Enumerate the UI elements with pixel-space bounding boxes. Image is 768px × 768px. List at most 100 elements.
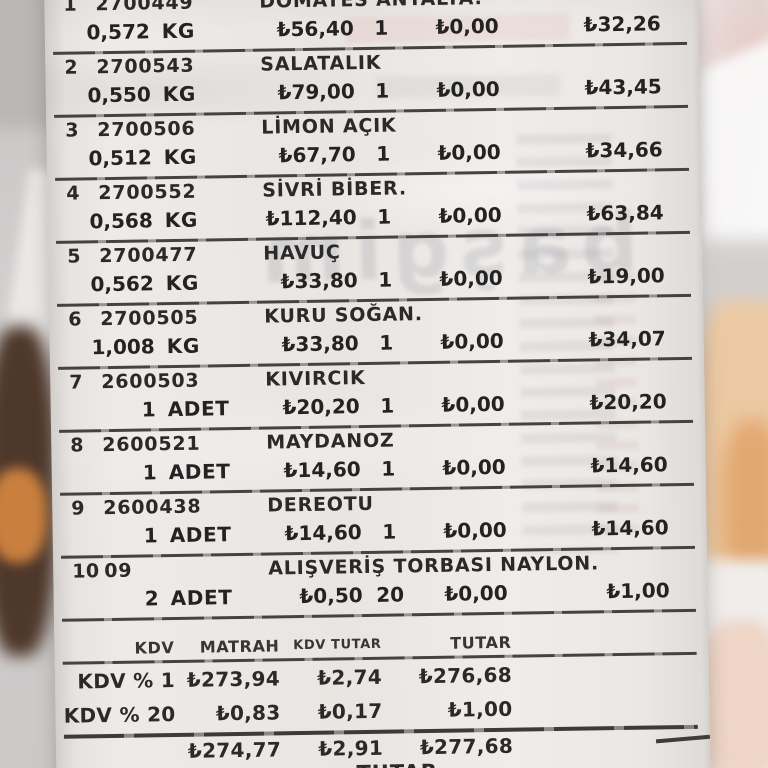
receipt-item-row: 5 2700477 HAVUÇ 0,562 KG ₺33,80 1 ₺0,00 … — [48, 234, 703, 307]
item-unit-price: ₺56,40 — [276, 16, 354, 42]
item-code: 2700552 — [98, 180, 197, 205]
item-unit: KG — [161, 18, 196, 44]
item-discount: ₺0,00 — [444, 580, 508, 606]
orange-item-through-bag-left — [0, 468, 48, 563]
item-total: ₺20,20 — [589, 389, 667, 415]
item-total: ₺43,45 — [584, 74, 662, 100]
receipt-item-row: 6 2700505 KURU SOĞAN. 1,008 KG ₺33,80 1 … — [49, 297, 704, 370]
item-unit: ADET — [168, 459, 231, 485]
item-unit-price: ₺33,80 — [280, 268, 358, 294]
receipt-item-row: 7 2600503 KIVIRCIK 1 ADET ₺20,20 1 ₺0,00… — [50, 360, 705, 433]
item-code: 2700449 — [95, 0, 194, 16]
item-vat-rate: 1 — [379, 330, 394, 355]
item-total: ₺34,07 — [588, 326, 666, 352]
bag-fold-highlight — [700, 560, 768, 680]
item-name: DOMATES ANTALYA. — [259, 0, 483, 13]
item-name: KURU SOĞAN. — [264, 303, 423, 328]
item-discount: ₺0,00 — [442, 454, 506, 480]
item-code: 2600503 — [101, 369, 200, 394]
item-discount: ₺0,00 — [439, 265, 503, 291]
item-quantity: 0,562 — [90, 271, 154, 297]
item-name: SALATALIK — [260, 51, 382, 76]
item-code: 2700477 — [99, 243, 198, 268]
item-code: 2600521 — [102, 432, 201, 457]
item-unit: KG — [162, 81, 197, 107]
item-code: 2600438 — [103, 495, 202, 520]
item-number: 3 — [65, 119, 80, 142]
tax-rate-label: KDV % 20 — [63, 702, 176, 728]
tax-rate-label: KDV % 1 — [77, 668, 176, 694]
tax-row-total: ₺1,00 — [447, 696, 513, 722]
item-unit: KG — [166, 333, 201, 359]
item-total: ₺32,26 — [583, 11, 661, 37]
tax-base-amount: ₺0,83 — [215, 700, 281, 726]
tax-row-total: ₺276,68 — [418, 662, 513, 689]
item-vat-rate: 1 — [375, 78, 390, 103]
receipt-item-row: 4 2700552 SİVRİ BİBER. 0,568 KG ₺112,40 … — [47, 171, 702, 244]
item-code: 2700505 — [100, 306, 199, 331]
item-quantity: 0,512 — [88, 145, 152, 171]
item-unit-price: ₺0,50 — [299, 583, 363, 609]
item-number: 7 — [69, 371, 84, 394]
item-discount: ₺0,00 — [440, 328, 504, 354]
item-vat-rate: 1 — [381, 456, 396, 481]
totals-label-spacer — [56, 751, 176, 753]
dark-item-through-bag-left — [0, 326, 56, 656]
item-code: 09 — [104, 559, 133, 583]
item-name: LİMON AÇIK — [261, 114, 397, 139]
item-quantity: 0,568 — [89, 208, 153, 234]
item-vat-rate: 20 — [376, 582, 405, 607]
item-unit: ADET — [167, 396, 230, 422]
receipt-item-row: 3 2700506 LİMON AÇIK 0,512 KG ₺67,70 1 ₺… — [46, 108, 701, 181]
item-unit-price: ₺33,80 — [281, 331, 359, 357]
item-discount: ₺0,00 — [437, 139, 501, 165]
tax-header-matrah: MATRAH — [199, 635, 280, 657]
item-quantity: 1,008 — [91, 334, 155, 360]
item-vat-rate: 1 — [374, 15, 389, 40]
item-name: MAYDANOZ — [266, 429, 395, 454]
item-vat-rate: 1 — [378, 267, 393, 292]
item-quantity: 2 — [144, 586, 159, 611]
item-discount: ₺0,00 — [443, 517, 507, 543]
item-quantity: 0,572 — [86, 19, 150, 45]
item-discount: ₺0,00 — [436, 76, 500, 102]
item-name: KIVIRCIK — [265, 366, 366, 391]
item-number: 8 — [70, 434, 85, 457]
item-unit-price: ₺79,00 — [277, 79, 355, 105]
item-number: 10 — [72, 560, 100, 583]
item-unit-price: ₺20,20 — [282, 394, 360, 420]
tax-rows: KDV % 1 ₺273,94 ₺2,74 ₺276,68 KDV % 20 ₺… — [55, 655, 710, 733]
totals-kdv-tutar: ₺2,91 — [318, 735, 384, 761]
tax-amount: ₺0,17 — [317, 698, 383, 724]
item-name: DEREOTU — [267, 492, 374, 517]
item-name: HAVUÇ — [263, 241, 341, 265]
tax-header-tutar: TUTAR — [449, 632, 512, 653]
item-vat-rate: 1 — [377, 204, 392, 229]
receipt-item-row: 9 2600438 DEREOTU 1 ADET ₺14,60 1 ₺0,00 … — [52, 486, 707, 559]
item-discount: ₺0,00 — [438, 202, 502, 228]
receipt-item-row: 8 2600521 MAYDANOZ 1 ADET ₺14,60 1 ₺0,00… — [51, 423, 706, 496]
tax-header-kdv-tutar: KDV TUTAR — [293, 636, 382, 653]
item-quantity: 1 — [142, 460, 157, 485]
item-unit: KG — [163, 144, 198, 170]
item-quantity: 1 — [143, 523, 158, 548]
item-number: 1 — [63, 0, 78, 16]
item-unit: KG — [164, 207, 199, 233]
receipt-paper: başgim 1 2700449 DOMATES ANTALYA. 0,572 … — [44, 0, 712, 768]
item-quantity: 1 — [141, 397, 156, 422]
tax-amount: ₺2,74 — [317, 664, 383, 690]
bag-fold-highlight — [700, 28, 768, 352]
bread-visible-through-bag — [698, 300, 768, 600]
item-code: 2700543 — [96, 54, 195, 79]
tax-base-amount: ₺273,94 — [186, 666, 281, 692]
tax-table: KDV MATRAH KDV TUTAR TUTAR KDV % 1 ₺273,… — [54, 626, 710, 766]
bread-visible-through-bag — [722, 420, 768, 590]
item-code: 2700506 — [97, 117, 196, 142]
item-unit-price: ₺14,60 — [283, 457, 361, 483]
item-total: ₺14,60 — [590, 452, 668, 478]
item-unit-price: ₺112,40 — [265, 205, 357, 231]
item-total: ₺34,66 — [585, 137, 663, 163]
item-discount: ₺0,00 — [441, 391, 505, 417]
item-total: ₺1,00 — [606, 578, 670, 604]
item-name: ALIŞVERİŞ TORBASI NAYLON. — [268, 552, 600, 580]
